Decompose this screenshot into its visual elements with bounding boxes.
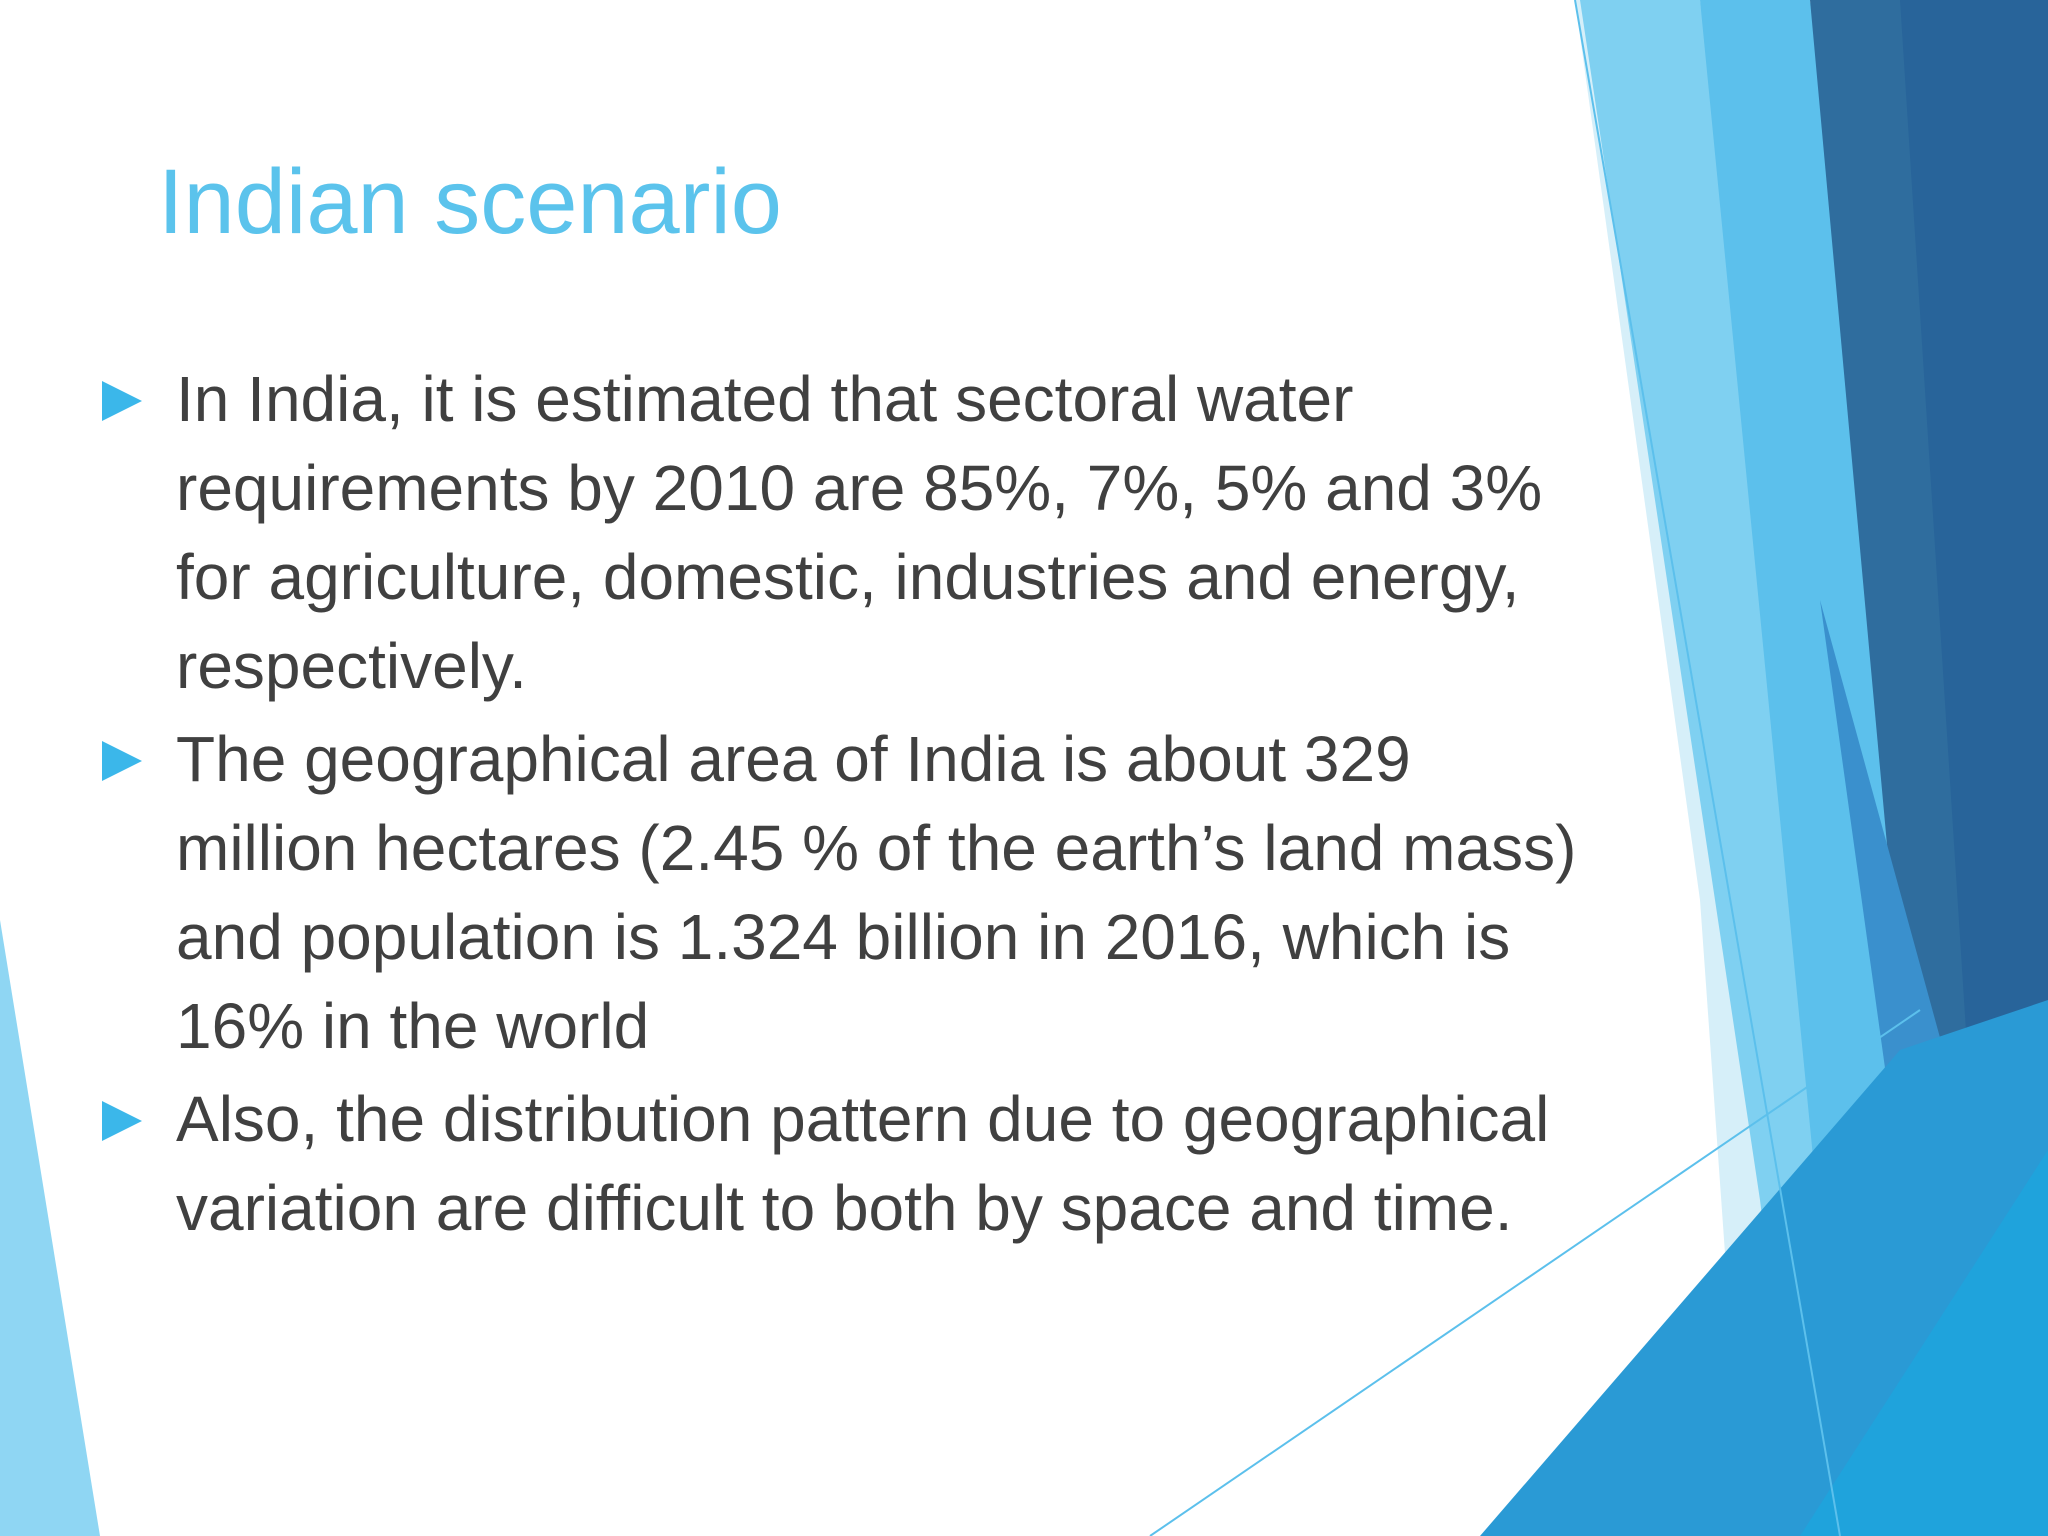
bullet-triangle: [102, 381, 142, 421]
shape: [1900, 0, 2048, 1250]
bullet-list: In India, it is estimated that sectoral …: [100, 355, 1600, 1257]
bullet-text: In India, it is estimated that sectoral …: [176, 363, 1543, 702]
shape: [0, 920, 100, 1536]
bullet-item: Also, the distribution pattern due to ge…: [100, 1075, 1600, 1253]
slide-title: Indian scenario: [158, 151, 782, 253]
bullet-marker: [102, 741, 142, 781]
bullet-marker: [102, 1101, 142, 1141]
bullet-marker: [102, 381, 142, 421]
bullet-item: In India, it is estimated that sectoral …: [100, 355, 1600, 711]
shape: [1800, 1150, 2048, 1536]
bullet-text: Also, the distribution pattern due to ge…: [176, 1083, 1550, 1244]
thin-line: [1574, 0, 1841, 1536]
bullet-item: The geographical area of India is about …: [100, 715, 1600, 1071]
bullet-triangle: [102, 1101, 142, 1141]
shape: [1580, 0, 1860, 1536]
thin-line: [1149, 1009, 1921, 1536]
bullet-triangle: [102, 741, 142, 781]
bullet-text: The geographical area of India is about …: [176, 723, 1577, 1062]
